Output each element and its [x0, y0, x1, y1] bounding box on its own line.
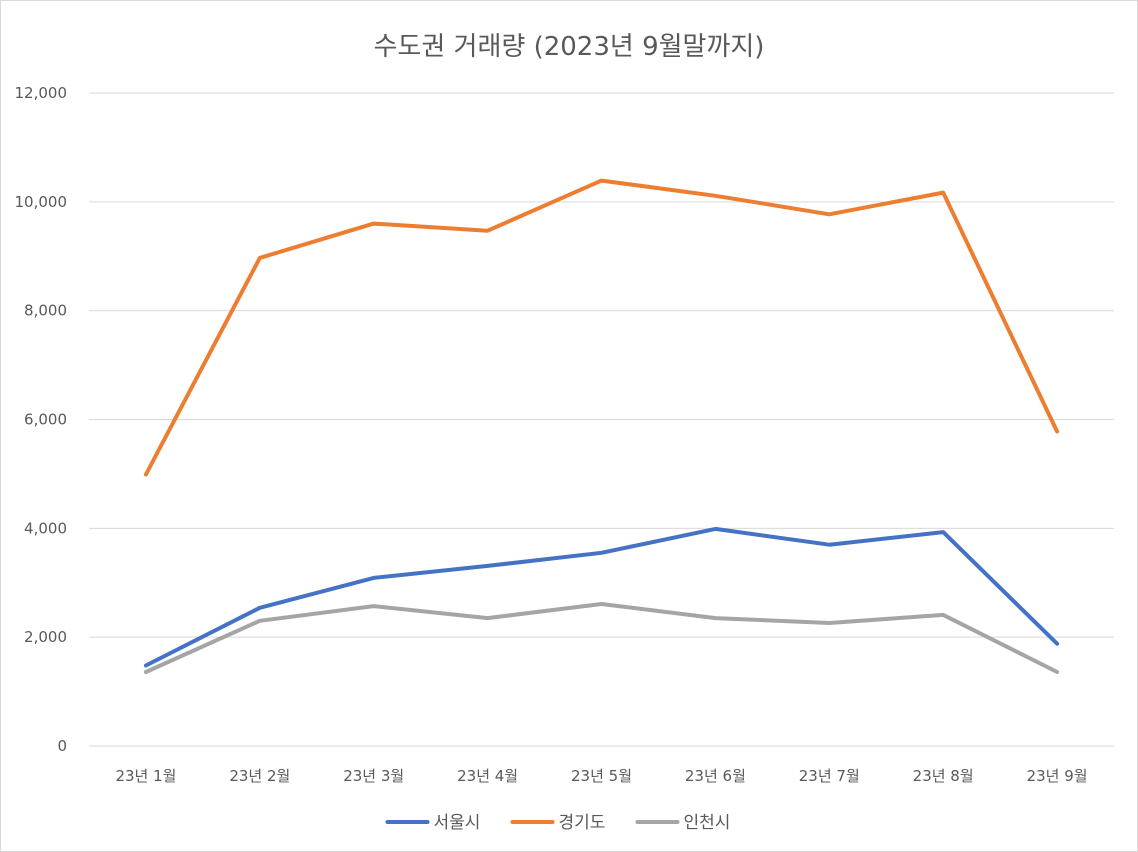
chart-title: 수도권 거래량 (2023년 9월말까지)	[374, 32, 765, 62]
x-tick-label: 23년 6월	[685, 767, 746, 785]
x-tick-label: 23년 4월	[457, 767, 518, 785]
x-axis-tick-labels: 23년 1월 23년 2월 23년 3월 23년 4월 23년 5월 23년 6월 23년 …	[115, 767, 1087, 785]
x-tick-label: 23년 5월	[571, 767, 632, 785]
y-tick-label: 0	[57, 737, 67, 755]
y-tick-label: 8,000	[24, 302, 67, 320]
series-line-0	[143, 526, 1060, 668]
legend: 서울시 경기도 인천시	[385, 813, 731, 833]
y-tick-label: 6,000	[24, 411, 67, 429]
series-line-2	[143, 602, 1060, 674]
x-tick-label: 23년 1월	[115, 767, 176, 785]
x-tick-label: 23년 2월	[229, 767, 290, 785]
y-tick-label: 10,000	[15, 193, 68, 211]
legend-label-1: 경기도	[559, 813, 606, 833]
y-tick-label: 12,000	[15, 84, 68, 102]
y-tick-label: 4,000	[24, 519, 67, 537]
x-tick-label: 23년 7월	[799, 767, 860, 785]
legend-label-2: 인천시	[684, 813, 731, 833]
series-lines	[143, 178, 1060, 674]
legend-label-0: 서울시	[434, 813, 481, 833]
y-tick-label: 2,000	[24, 628, 67, 646]
series-line-1	[143, 178, 1060, 477]
x-tick-label: 23년 3월	[343, 767, 404, 785]
x-tick-label: 23년 8월	[913, 767, 974, 785]
x-tick-label: 23년 9월	[1027, 767, 1088, 785]
y-axis-tick-labels: 0 2,000 4,000 6,000 8,000 10,000 12,000	[15, 84, 68, 755]
gridlines	[89, 92, 1114, 747]
